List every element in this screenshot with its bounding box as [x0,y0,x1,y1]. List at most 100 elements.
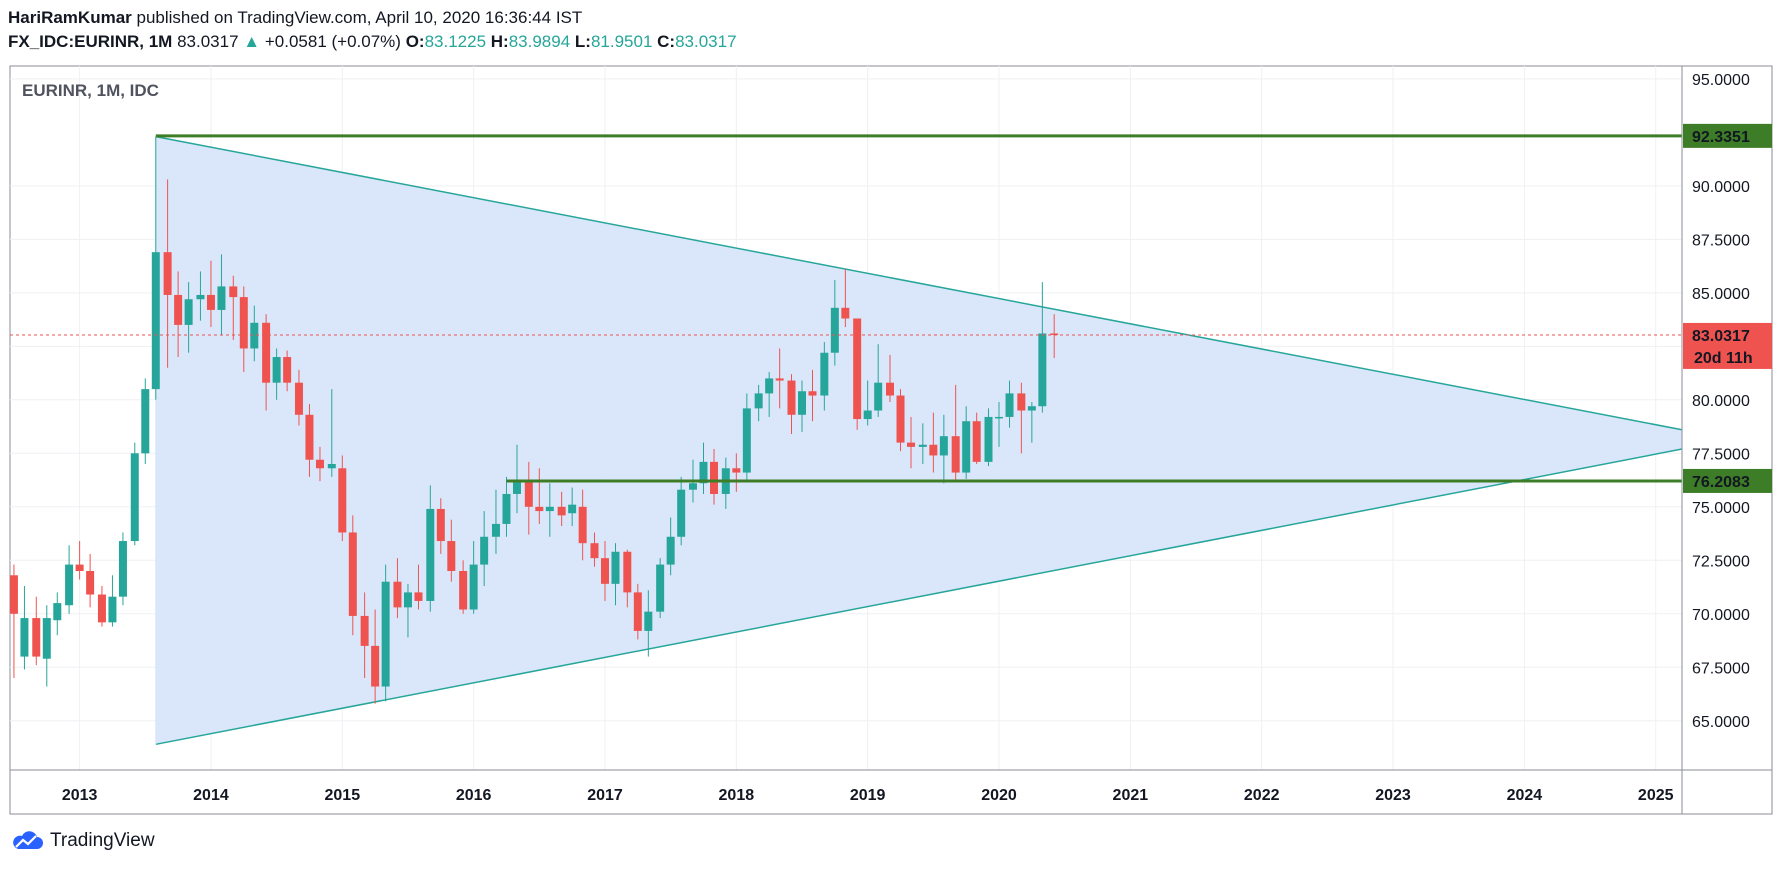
candle-down[interactable] [951,384,960,482]
candle-down[interactable] [283,350,292,392]
candle-down[interactable] [623,549,632,608]
price-axis[interactable]: 65.0000 67.5000 70.0000 72.5000 75.0000 77.50… [1692,72,1750,731]
candle-up[interactable] [1027,401,1036,443]
candle-up[interactable] [939,414,948,484]
candle-down[interactable] [305,404,314,477]
candle-down[interactable] [896,389,905,452]
candle-down[interactable] [886,354,894,402]
candle-down[interactable] [853,318,862,430]
candle-down[interactable] [32,596,41,666]
candle-up[interactable] [20,585,29,670]
candle-up[interactable] [272,348,281,400]
candle-up[interactable] [995,401,1004,447]
triangle-lower-trendline[interactable] [155,448,1683,746]
horizontal-levels[interactable] [155,134,1682,483]
candle-down[interactable] [393,558,402,619]
candle-down[interactable] [557,491,566,527]
candle-up[interactable] [918,423,927,465]
candle-up[interactable] [491,489,500,554]
candle-up[interactable] [118,532,127,606]
candle-down[interactable] [75,541,84,580]
candle-up[interactable] [502,476,511,537]
candle-up[interactable] [108,575,117,627]
candle-down[interactable] [348,515,357,636]
candle-up[interactable] [545,483,554,537]
candle-down[interactable] [174,271,183,358]
candle-down[interactable] [590,532,599,567]
candle-down[interactable] [1050,314,1059,359]
candle-down[interactable] [371,609,380,704]
candle-down[interactable] [808,369,817,422]
candle-down[interactable] [578,489,587,561]
candle-down[interactable] [447,519,456,582]
candle-down[interactable] [9,564,18,678]
candle-up[interactable] [381,564,390,702]
candle-up[interactable] [65,545,74,614]
candle-down[interactable] [459,560,468,614]
candle-up[interactable] [250,305,259,362]
candle-up[interactable] [874,344,883,417]
candle-down[interactable] [206,260,215,328]
candle-up[interactable] [754,384,763,422]
candle-up[interactable] [798,380,806,432]
candle-up[interactable] [42,605,51,687]
candle-down[interactable] [86,553,95,608]
candle-down[interactable] [841,269,850,328]
time-axis[interactable]: 2013 2014 2015 2016 2017 2018 2019 2020 2021 2022… [62,787,1674,804]
candle-up[interactable] [480,511,489,586]
candle-down[interactable] [732,453,741,492]
candle-down[interactable] [535,468,544,524]
candle-down[interactable] [414,564,423,610]
candle-up[interactable] [611,543,620,606]
candle-up[interactable] [426,485,435,612]
candle-up[interactable] [196,271,205,321]
candle-up[interactable] [130,442,139,546]
candle-up[interactable] [656,558,665,619]
candle-down[interactable] [163,179,172,368]
candle-down[interactable] [633,583,642,640]
candle-down[interactable] [294,369,303,426]
candle-up[interactable] [820,342,829,411]
candle-down[interactable] [907,416,916,469]
candle-up[interactable] [184,282,193,353]
candle-down[interactable] [972,412,981,465]
tradingview-brand[interactable]: TradingView [50,830,155,851]
candle-down[interactable] [929,412,938,473]
candle-up[interactable] [830,279,839,366]
triangle-upper-trendline[interactable] [155,135,1683,431]
candle-up[interactable] [765,371,774,417]
candle-down[interactable] [97,585,106,627]
candle-up[interactable] [217,254,226,336]
author-name[interactable]: HariRamKumar [8,8,132,27]
candle-down[interactable] [1017,382,1026,454]
candle-up[interactable] [151,136,160,400]
candle-down[interactable] [262,314,271,411]
triangle-pattern-fill[interactable] [155,136,1683,745]
candle-up[interactable] [1038,282,1047,413]
candle-down[interactable] [360,592,369,678]
candle-up[interactable] [962,406,971,479]
candle-up[interactable] [469,541,478,614]
candle-down[interactable] [600,541,609,601]
candle-up[interactable] [742,393,751,482]
candle-up[interactable] [644,590,653,657]
candle-down[interactable] [710,449,718,505]
candle-up[interactable] [403,583,412,638]
candle-up[interactable] [699,442,708,494]
candle-down[interactable] [436,498,445,554]
candle-up[interactable] [568,487,577,527]
candle-up[interactable] [141,378,150,465]
candle-down[interactable] [775,348,784,409]
candle-up[interactable] [677,476,686,546]
candle-down[interactable] [239,286,248,372]
candle-up[interactable] [863,380,872,426]
candles-group[interactable] [9,136,1059,704]
candle-down[interactable] [338,455,347,542]
candle-down[interactable] [315,446,324,482]
candle-up[interactable] [1005,380,1014,428]
candle-up[interactable] [984,408,993,467]
candle-up[interactable] [327,389,336,477]
candle-down[interactable] [524,461,533,535]
candle-up[interactable] [53,592,62,636]
